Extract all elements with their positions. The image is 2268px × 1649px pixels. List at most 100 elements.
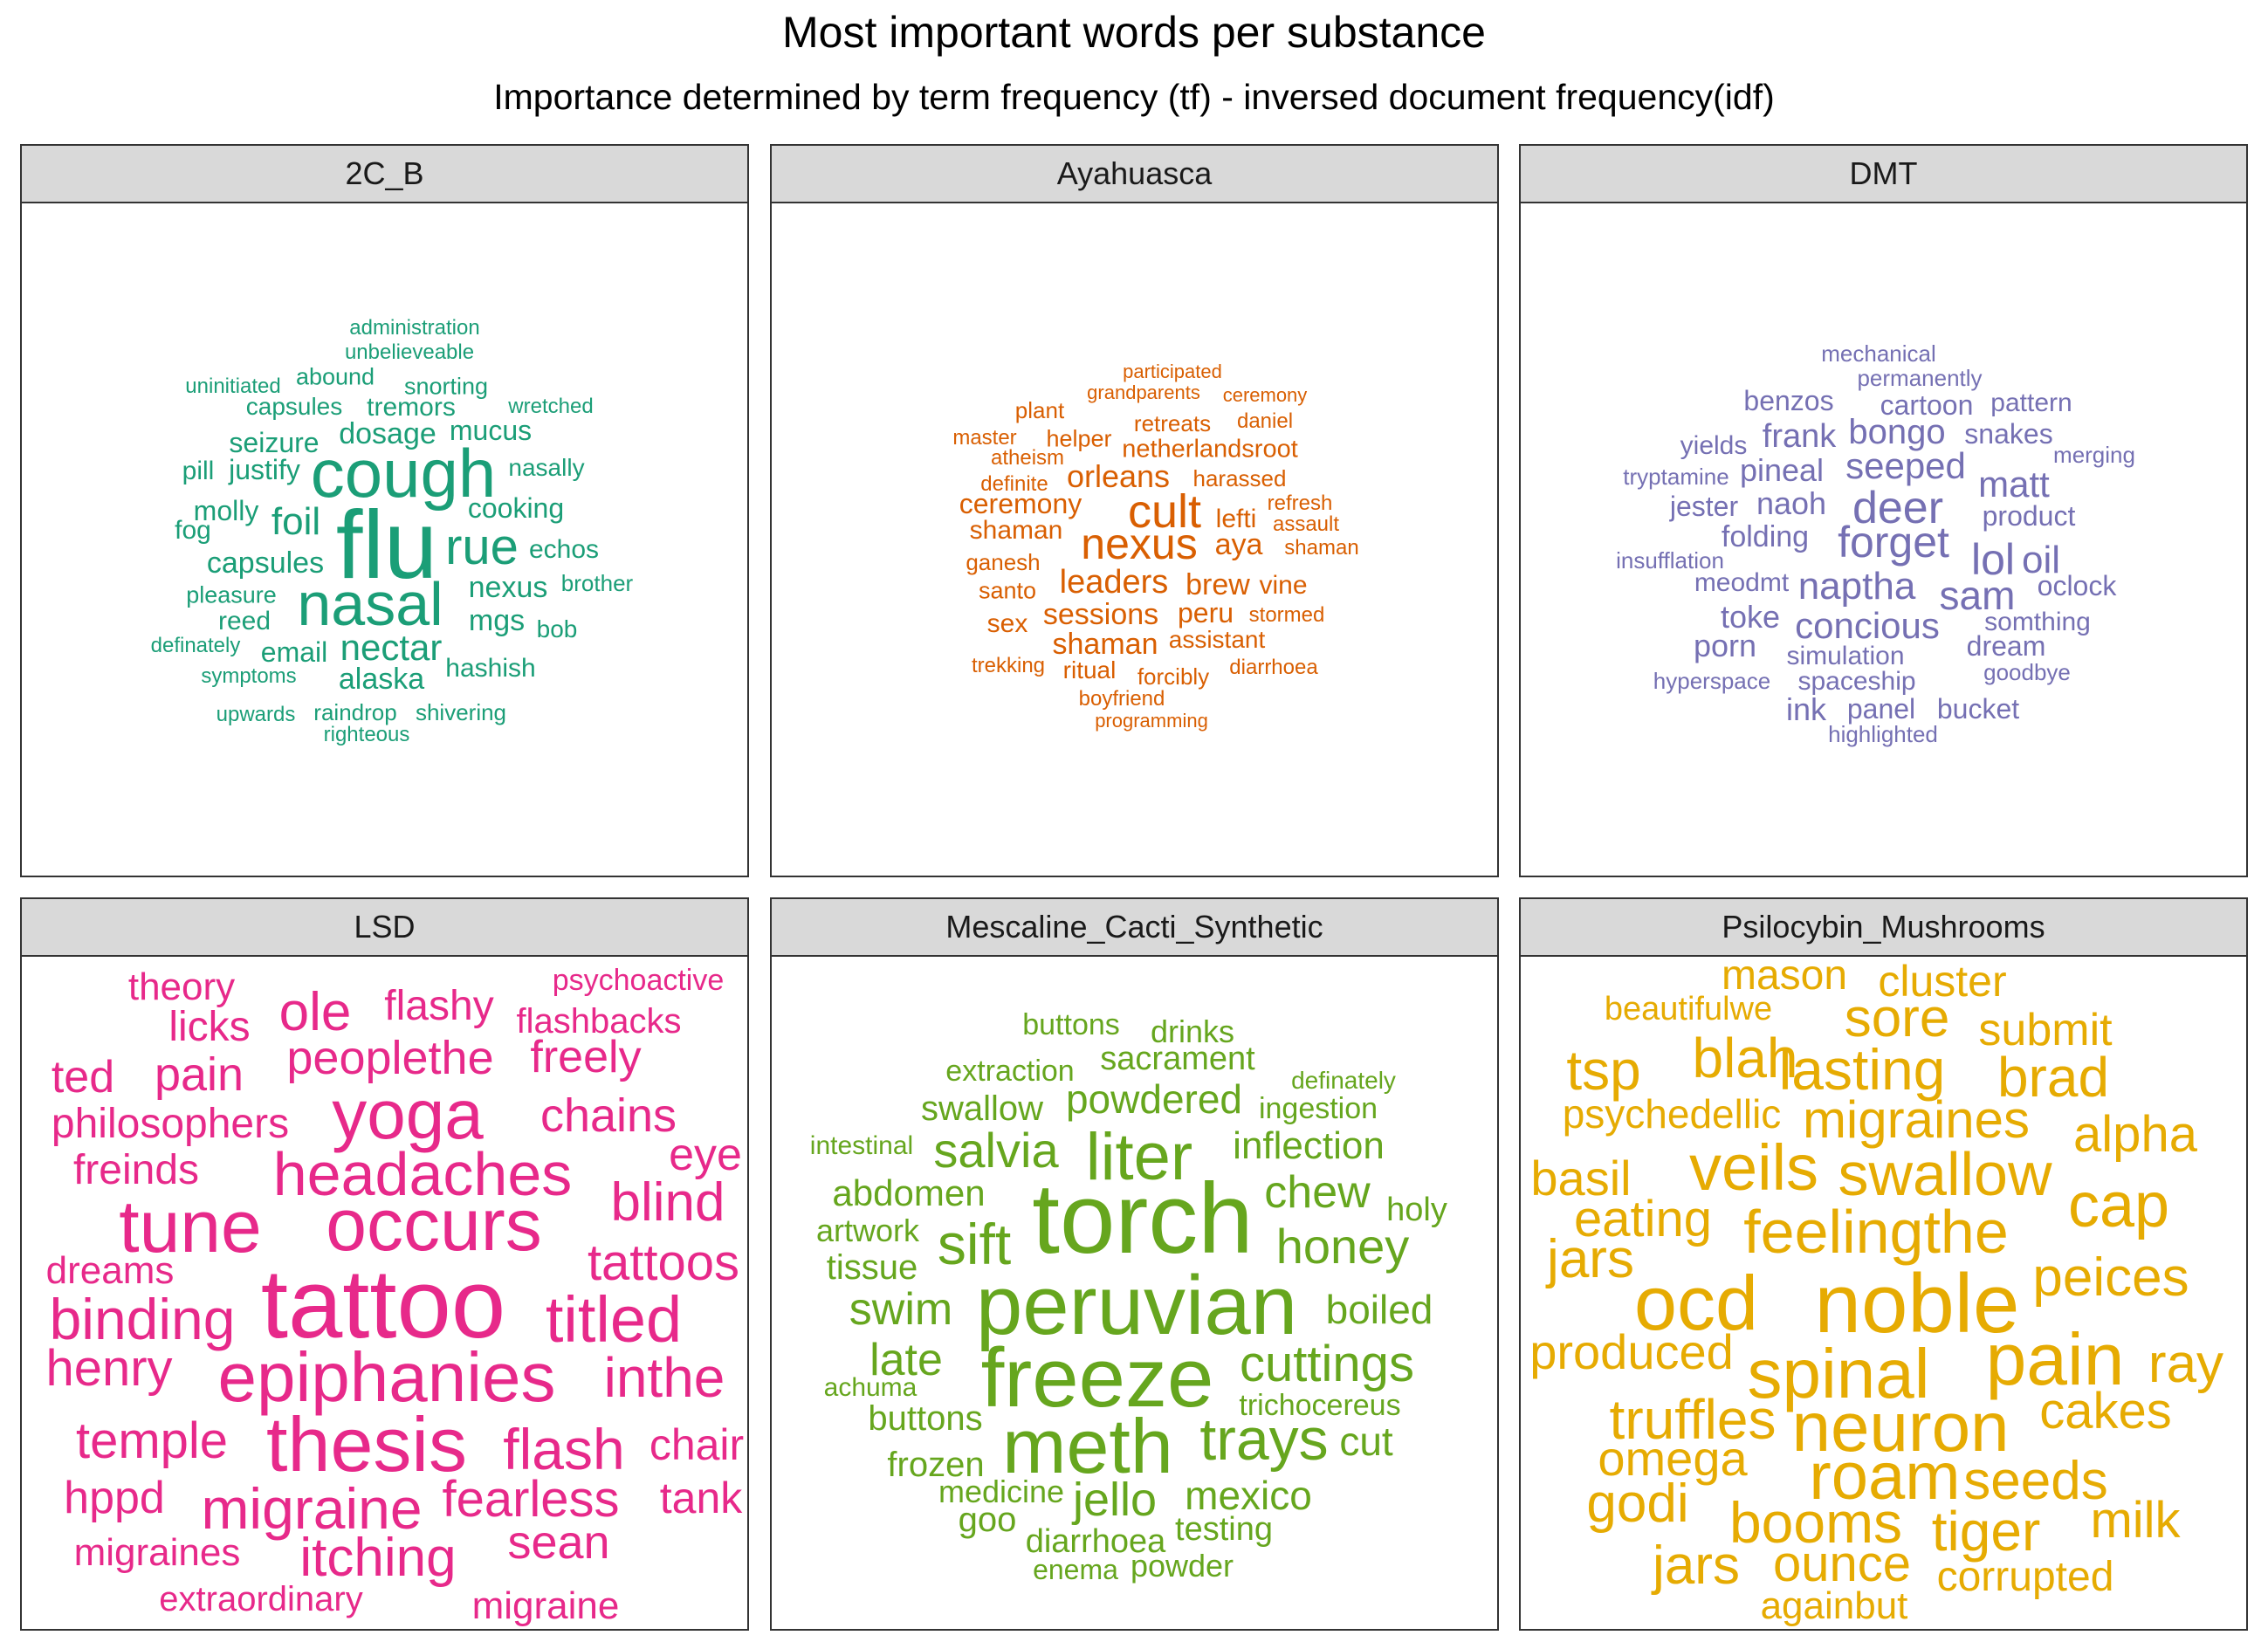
cloud-word: administration	[349, 316, 480, 340]
cloud-word: tank	[659, 1474, 743, 1522]
cloud-word: meth	[1002, 1403, 1173, 1489]
cloud-word: trekking	[971, 654, 1046, 677]
cloud-word: eating	[1573, 1191, 1713, 1247]
cloud-word: nectar	[340, 627, 443, 668]
cloud-word: toke	[1720, 599, 1781, 635]
cloud-word: ritual	[1062, 656, 1117, 684]
cloud-word: honey	[1275, 1219, 1410, 1274]
cloud-word: grandparents	[1087, 381, 1200, 403]
cloud-word: dreams	[45, 1249, 175, 1292]
cloud-word: psychoactive	[552, 964, 725, 997]
cloud-word: flashbacks	[516, 1002, 682, 1041]
cloud-word: lefti	[1215, 505, 1257, 533]
cloud-word: trichocereus	[1239, 1389, 1401, 1422]
cloud-word: somthing	[1984, 608, 2091, 636]
cloud-word: deer	[1852, 483, 1944, 533]
cloud-word: truffles	[1609, 1388, 1777, 1451]
cloud-word: echos	[528, 535, 600, 564]
cloud-word: benzos	[1743, 385, 1834, 416]
cloud-word: peices	[2032, 1247, 2189, 1308]
cloud-word: diarrhoea	[1025, 1523, 1166, 1560]
cloud-word: torch	[1032, 1164, 1254, 1275]
cloud-word: capsules	[245, 393, 343, 420]
cloud-word: achuma	[823, 1373, 918, 1402]
cloud-word: migraine	[471, 1584, 620, 1627]
facet-panel: Ayahuasca participated grandparents ceremon…	[770, 144, 1499, 877]
cloud-word: tattoos	[587, 1234, 740, 1291]
cloud-word: blind	[610, 1172, 725, 1233]
cloud-word: feelingthe	[1743, 1198, 2009, 1266]
cloud-word: spaceship	[1797, 667, 1916, 696]
cloud-word: epiphanies	[217, 1338, 556, 1416]
cloud-word: sore	[1844, 988, 1950, 1048]
cloud-word: pineal	[1739, 452, 1825, 488]
cloud-word: ole	[278, 982, 352, 1042]
facet-label: LSD	[354, 909, 416, 945]
wordcloud-area: theory psychoactive licks ole flashy flashbac…	[20, 957, 749, 1631]
cloud-word: veils	[1688, 1131, 1819, 1204]
cloud-word: headaches	[272, 1140, 573, 1208]
cloud-word: freely	[530, 1032, 642, 1082]
cloud-word: yoga	[332, 1075, 484, 1153]
chart-subtitle: Importance determined by term frequency …	[493, 77, 1775, 117]
cloud-word: bucket	[1936, 693, 2020, 725]
cloud-word: psychedellic	[1562, 1091, 1782, 1137]
cloud-word: atheism	[990, 446, 1065, 470]
cloud-word: daniel	[1236, 409, 1294, 433]
facet-label: DMT	[1849, 155, 1918, 191]
cloud-word: righteous	[323, 723, 410, 746]
cloud-word: hyperspace	[1653, 668, 1771, 694]
cloud-word: nasally	[508, 454, 585, 481]
facet-label: 2C_B	[345, 155, 424, 191]
cloud-word: oclock	[2037, 570, 2117, 601]
chart-title: Most important words per substance	[782, 8, 1486, 57]
cloud-word: mason	[1721, 957, 1848, 999]
cloud-word: late	[869, 1335, 943, 1385]
cloud-word: nexus	[1081, 519, 1198, 568]
cloud-word: orleans	[1066, 458, 1171, 494]
cloud-word: shaman	[1052, 628, 1158, 661]
cloud-word: occurs	[326, 1184, 542, 1266]
cloud-word: blah	[1692, 1027, 1798, 1089]
cloud-word: cartoon	[1880, 389, 1974, 421]
cloud-word: againbut	[1760, 1584, 1908, 1627]
cloud-word: salvia	[933, 1123, 1059, 1178]
cloud-word: extraordinary	[159, 1580, 363, 1618]
cloud-word: migraines	[1802, 1090, 2031, 1149]
cloud-word: swim	[849, 1284, 953, 1335]
cloud-word: powdered	[1065, 1076, 1243, 1122]
cloud-word: sean	[507, 1516, 610, 1569]
facet-strip: Psilocybin_Mushrooms	[1519, 897, 2248, 957]
cloud-word: unbelieveable	[344, 340, 475, 364]
cloud-word: noble	[1814, 1257, 2020, 1350]
cloud-word: lol	[1970, 535, 2016, 584]
cloud-word: insufflation	[1616, 547, 1724, 574]
cloud-word: fearless	[442, 1471, 620, 1528]
cloud-word: retreats	[1133, 410, 1212, 436]
cloud-word: matt	[1978, 464, 2050, 505]
wordcloud-area: mechanical permanently benzos cartoon patter…	[1519, 203, 2248, 877]
cloud-word: panel	[1846, 693, 1916, 725]
cloud-word: harassed	[1192, 465, 1287, 491]
cloud-word: buttons	[1022, 1008, 1120, 1041]
cloud-word: abound	[295, 363, 375, 390]
cloud-word: nasal	[297, 570, 443, 638]
cloud-word: tryptamine	[1623, 464, 1729, 490]
cloud-word: reed	[217, 607, 271, 636]
cloud-word: definite	[980, 472, 1048, 496]
cloud-word: chew	[1264, 1167, 1371, 1218]
cloud-word: tsp	[1566, 1039, 1641, 1102]
cloud-word: trays	[1199, 1406, 1329, 1473]
cloud-word: roam	[1809, 1439, 1961, 1514]
cloud-word: dosage	[339, 417, 436, 450]
cloud-word: basil	[1530, 1151, 1632, 1206]
cloud-word: refresh	[1267, 491, 1333, 515]
cloud-word: mechanical	[1821, 340, 1936, 367]
cloud-word: frozen	[887, 1446, 985, 1484]
wordcloud-area: buttons drinks sacrament extraction definate…	[770, 957, 1499, 1631]
cloud-word: assistant	[1168, 626, 1266, 653]
cloud-word: bob	[536, 615, 578, 642]
cloud-word: peoplethe	[286, 1032, 494, 1084]
cloud-word: fog	[175, 516, 211, 545]
cloud-word: godi	[1586, 1474, 1689, 1534]
